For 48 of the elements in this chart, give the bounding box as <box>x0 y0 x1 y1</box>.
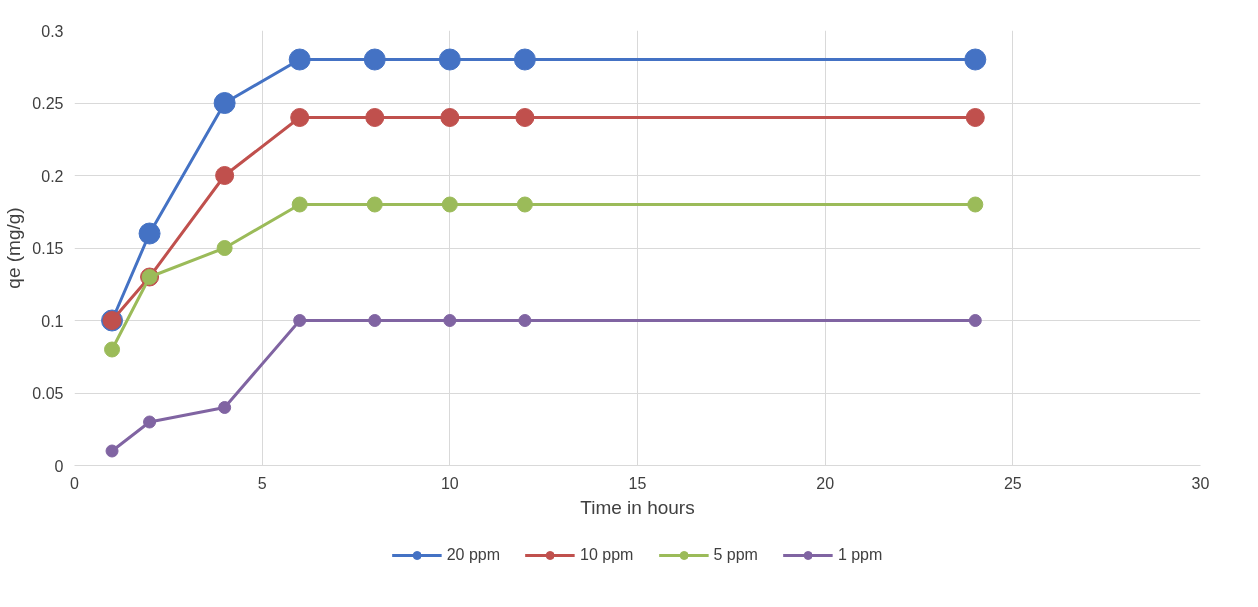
x-tick-label: 25 <box>1003 474 1022 492</box>
x-tick-label: 20 <box>816 474 835 492</box>
point <box>105 444 119 458</box>
point <box>968 314 982 327</box>
point <box>288 48 311 71</box>
point <box>366 196 383 213</box>
point <box>215 166 235 185</box>
point <box>293 314 307 327</box>
point <box>513 48 536 71</box>
x-tick-label: 0 <box>70 474 80 492</box>
x-tick-label: 5 <box>257 474 267 492</box>
point <box>138 222 161 245</box>
x-tick-label: 10 <box>440 474 459 492</box>
x-tick-label: 15 <box>628 474 647 492</box>
y-axis-title: qe (mg/g) <box>3 207 25 289</box>
legend-label: 10 ppm <box>580 546 634 564</box>
point <box>964 48 987 71</box>
point <box>438 48 461 71</box>
legend-label: 1 ppm <box>837 546 883 564</box>
point <box>365 108 385 127</box>
point <box>104 341 121 358</box>
point <box>967 196 984 213</box>
point <box>143 415 157 429</box>
x-tick-label: 30 <box>1191 474 1210 492</box>
point <box>441 196 458 213</box>
y-tick-label: 0.3 <box>41 22 64 40</box>
point <box>290 108 310 127</box>
point <box>218 401 232 414</box>
point <box>515 108 535 127</box>
point <box>440 108 460 127</box>
point <box>291 196 308 213</box>
legend-label: 20 ppm <box>446 546 501 564</box>
point <box>368 314 382 327</box>
y-tick-label: 0.05 <box>32 385 64 402</box>
y-tick-label: 0 <box>54 457 64 475</box>
point <box>965 108 985 127</box>
y-tick-label: 0.15 <box>32 240 64 257</box>
point <box>518 314 532 327</box>
point <box>213 92 236 114</box>
y-tick-label: 0.25 <box>32 95 64 112</box>
y-tick-label: 0.1 <box>41 312 64 330</box>
y-tick-label: 0.2 <box>41 167 64 185</box>
legend-label: 5 ppm <box>713 546 758 564</box>
point <box>216 240 233 256</box>
point <box>363 48 386 71</box>
point <box>443 314 457 327</box>
point <box>516 196 533 213</box>
x-axis-title: Time in hours <box>580 496 695 518</box>
